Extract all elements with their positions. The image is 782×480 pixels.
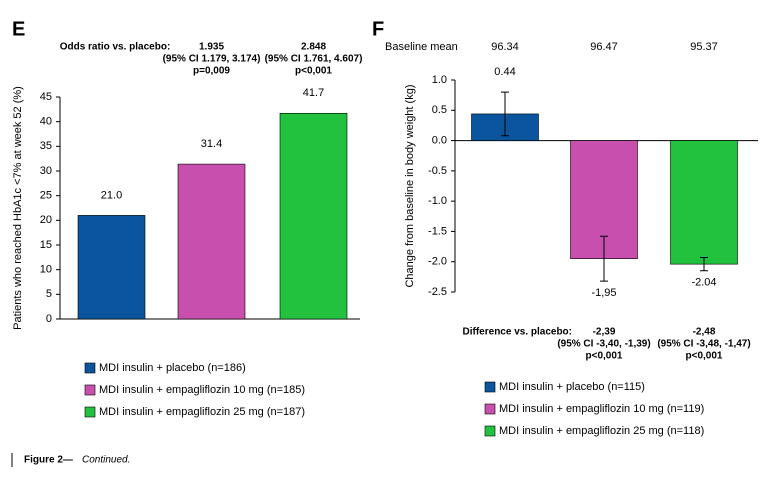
annotation-line: p<0,001 [586,351,623,362]
value-label: 31.4 [201,138,222,150]
panel-letter: E [12,18,25,40]
legend-label: MDI insulin + empagliflozin 10 mg (n=119… [499,403,704,415]
value-label: -2.04 [691,277,716,289]
bar [279,112,348,320]
y-tick-label: 0.5 [432,104,447,116]
value-label: 0.44 [494,66,515,78]
y-tick-label: 5 [46,288,52,300]
y-tick-label: -2.0 [428,256,447,268]
baseline-value: 96.47 [590,41,618,53]
y-tick-label: -1.0 [428,195,447,207]
annotation-line: (95% CI -3,40, -1,39) [557,339,650,350]
legend-swatch [84,384,96,396]
y-tick-label: 35 [40,140,52,152]
error-bar [700,256,708,272]
legend-label: MDI insulin + placebo (n=115) [499,381,645,393]
annotation-line: (95% CI 1.179, 3.174) [163,54,261,65]
y-tick-label: 10 [40,264,52,276]
panel-letter: F [372,18,384,40]
value-label: 41.7 [303,87,324,99]
annotation-line: p<0,001 [686,351,723,362]
y-tick-label: 40 [40,116,52,128]
annotation-line: -2,48 [693,327,716,338]
legend-label: MDI insulin + empagliflozin 25 mg (n=118… [499,425,704,437]
y-axis-label: Patients who reached HbA1c <7% at week 5… [12,86,24,330]
annotation-line: -2,39 [593,327,616,338]
y-tick-label: 30 [40,165,52,177]
legend-swatch [484,425,496,437]
error-bar [600,235,608,282]
annotation-line: (95% CI -3,48, -1,47) [657,339,750,350]
legend-label: MDI insulin + empagliflozin 10 mg (n=185… [99,384,305,396]
baseline-value: 96.34 [491,41,519,53]
y-tick-label: -2.5 [428,286,447,298]
annotation-line: 2.848 [301,42,326,53]
bar [670,140,738,265]
legend-swatch [84,406,96,418]
bar [177,163,246,320]
y-tick-label: 0 [46,313,52,325]
annotation-line: p=0,009 [193,66,230,77]
annotation-label: Difference vs. placebo: [463,327,572,338]
annotation-label: Odds ratio vs. placebo: [60,42,171,53]
value-label: -1,95 [591,287,616,299]
annotation-line: 1.935 [199,42,224,53]
caption-text: Continued. [82,455,130,466]
y-tick-label: -0.5 [428,165,447,177]
bar [77,215,146,320]
legend-label: MDI insulin + placebo (n=186) [99,362,246,374]
y-axis-label: Change from baseline in body weight (kg) [404,84,416,287]
value-label: 21.0 [101,189,122,201]
legend-swatch [84,362,96,374]
y-tick-label: -1.5 [428,225,447,237]
y-tick-label: 0.0 [432,134,447,146]
y-tick-label: 25 [40,190,52,202]
legend-swatch [484,403,496,415]
legend-swatch [484,381,496,393]
caption-label: Figure 2— [24,455,73,466]
y-tick-label: 45 [40,91,52,103]
baseline-label: Baseline mean [385,41,458,53]
annotation-line: (95% CI 1.761, 4.607) [265,54,363,65]
y-tick-label: 1.0 [432,74,447,86]
legend-label: MDI insulin + empagliflozin 25 mg (n=187… [99,406,305,418]
error-bar [501,91,509,137]
y-tick-label: 20 [40,214,52,226]
y-tick-label: 15 [40,239,52,251]
baseline-value: 95.37 [690,41,718,53]
annotation-line: p<0,001 [295,66,332,77]
